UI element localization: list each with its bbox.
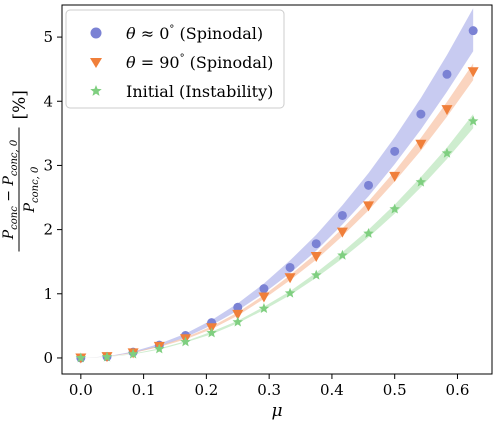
legend-label-initial: Initial (Instability) [126,82,273,101]
legend-theta-0-degree: ° [169,24,174,35]
data-point-series-0-13 [416,109,426,119]
data-point-series-0-11 [364,180,374,190]
data-point-series-1-9 [310,252,322,263]
data-point-series-1-12 [389,171,401,182]
y-tick-label-1: 1 [43,285,53,303]
y-tick-label-0: 0 [43,349,53,367]
legend-entry-initial: Initial (Instability) [90,82,273,101]
y-tick-label-4: 4 [43,92,53,110]
y-label-denominator: Pconc, 0 [22,166,41,213]
legend-entry-theta-0: θ ≈ 0° (Spinodal) [90,24,263,43]
data-point-series-2-10 [337,249,348,260]
y-label-numerator: Pconc − Pconc, 0 [1,139,20,240]
data-point-series-1-6 [232,309,244,320]
data-point-series-2-1 [101,351,113,362]
data-point-series-2-13 [415,176,427,187]
x-axis-ticks: 0.0 0.1 0.2 0.3 0.4 0.5 0.6 [69,374,470,399]
x-tick-label-2: 0.2 [194,381,218,399]
data-point-series-2-11 [363,227,374,238]
data-point-series-0-7 [259,284,269,294]
data-point-series-1-15 [467,67,479,78]
data-markers [75,26,479,364]
y-tick-label-5: 5 [43,28,53,46]
legend-theta-0-value: ≈ 0 [136,24,170,43]
data-point-series-2-15 [467,115,479,126]
data-point-series-0-15 [468,26,478,36]
legend-theta-90-value: = 90 [136,53,180,72]
data-point-series-2-4 [180,336,191,347]
legend-label-theta-0: θ ≈ 0° (Spinodal) [126,24,263,43]
y-label-den: P [22,202,38,213]
data-point-series-1-7 [258,292,270,303]
data-point-series-2-2 [127,348,139,359]
y-label-den-sub: conc, 0 [30,166,41,203]
legend-label-theta-90: θ = 90° (Spinodal) [126,53,273,72]
legend-box [65,9,285,109]
data-point-series-0-10 [337,210,347,220]
legend-theta-90-suffix: (Spinodal) [185,53,274,72]
data-point-series-2-6 [232,316,243,327]
y-tick-label-2: 2 [43,221,53,239]
x-tick-label-6: 0.6 [446,381,470,399]
legend-marker-circle [90,27,102,39]
data-point-series-1-14 [441,105,453,116]
data-point-series-1-10 [336,227,348,238]
y-label-num-a: P [1,229,17,240]
data-point-series-2-5 [206,327,217,338]
data-point-series-0-9 [311,239,321,249]
data-point-series-2-9 [311,269,322,280]
x-tick-label-1: 0.1 [132,381,156,399]
y-label-minus: − [1,186,17,207]
legend-marker-star [90,85,102,96]
plot-frame [61,4,493,375]
x-tick-label-3: 0.3 [257,381,281,399]
x-tick-label-5: 0.5 [383,381,407,399]
legend: θ ≈ 0° (Spinodal) θ = 90° (Spinodal) Ini… [65,9,285,109]
data-point-series-0-6 [233,302,243,312]
y-label-num-b: P [1,176,17,187]
data-point-series-0-14 [442,69,452,79]
y-label-num-b-sub: conc, 0 [9,139,20,176]
data-point-series-2-14 [441,147,453,158]
legend-theta-symbol: θ [126,24,136,43]
data-point-series-0-8 [285,262,295,272]
data-point-series-1-11 [363,201,375,212]
legend-theta-0-suffix: (Spinodal) [174,24,263,43]
data-point-series-1-13 [415,139,427,150]
x-tick-label-0: 0.0 [69,381,93,399]
y-axis-ticks: 0 1 2 3 4 5 [43,28,62,367]
legend-theta-symbol-2: θ [126,53,136,72]
legend-marker-triangle [90,58,102,68]
legend-entry-theta-90: θ = 90° (Spinodal) [90,53,273,72]
legend-theta-90-degree: ° [180,53,185,64]
data-point-series-0-12 [390,146,400,156]
data-point-series-2-7 [258,303,270,313]
data-point-series-2-12 [389,203,400,214]
y-label-unit: [%] [10,90,30,119]
data-point-series-1-8 [284,273,296,284]
x-axis-label: μ [271,401,282,421]
y-label-num-a-sub: conc [9,206,20,230]
data-point-series-2-8 [284,287,296,298]
data-point-series-2-0 [75,352,87,363]
x-tick-label-4: 0.4 [320,381,344,399]
y-axis-label: Pconc − Pconc, 0 Pconc, 0 [%] [1,90,41,252]
data-point-series-2-3 [154,343,165,354]
y-tick-label-3: 3 [43,156,53,174]
